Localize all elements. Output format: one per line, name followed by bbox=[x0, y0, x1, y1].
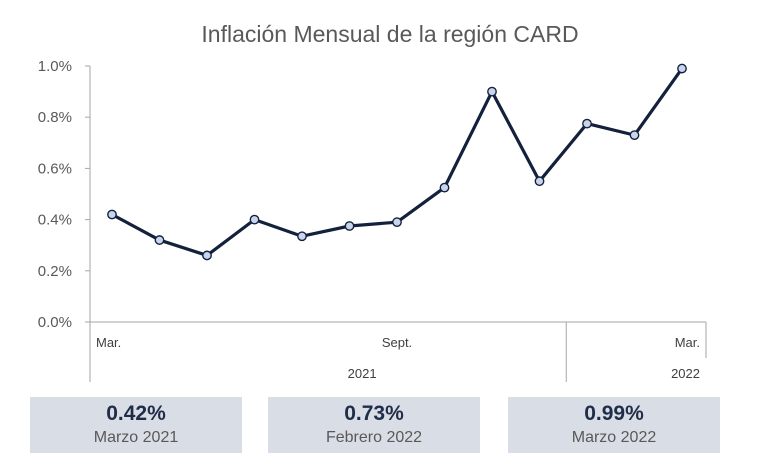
data-point bbox=[582, 118, 592, 129]
line-chart: Inflación Mensual de la región CARD 0.0%… bbox=[38, 21, 707, 382]
card-label: Marzo 2021 bbox=[93, 429, 179, 446]
year-label: 2022 bbox=[671, 366, 700, 381]
data-point bbox=[202, 250, 212, 261]
data-point bbox=[534, 176, 545, 187]
y-axis-ticks: 0.0% 0.2% 0.4% 0.6% 0.8% 1.0% bbox=[38, 58, 90, 331]
card-value: 0.73% bbox=[344, 402, 404, 425]
card-value: 0.42% bbox=[106, 402, 166, 425]
y-tick-label: 0.0% bbox=[38, 314, 72, 331]
chart-title: Inflación Mensual de la región CARD bbox=[201, 21, 578, 47]
summary-card-3: 0.99% Marzo 2022 bbox=[508, 397, 720, 453]
summary-card-2: 0.73% Febrero 2022 bbox=[268, 397, 480, 453]
card-label: Febrero 2022 bbox=[325, 429, 423, 446]
y-tick-label: 1.0% bbox=[38, 58, 72, 75]
data-point bbox=[107, 209, 117, 220]
data-point bbox=[154, 235, 165, 245]
x-axis-ticks: Mar. Sept. Mar. 2021 2022 bbox=[96, 335, 700, 381]
data-point bbox=[487, 86, 497, 97]
series-line bbox=[111, 67, 684, 258]
data-point bbox=[392, 217, 402, 228]
y-tick-label: 0.4% bbox=[38, 212, 72, 229]
x-tick-label: Mar. bbox=[675, 335, 700, 350]
data-point bbox=[297, 231, 307, 242]
data-point bbox=[677, 63, 687, 74]
card-value: 0.99% bbox=[584, 402, 644, 425]
card-label: Marzo 2022 bbox=[571, 429, 657, 446]
data-point bbox=[629, 130, 640, 141]
y-tick-label: 0.2% bbox=[38, 263, 72, 280]
data-point bbox=[249, 214, 260, 225]
y-tick-label: 0.8% bbox=[38, 109, 72, 126]
year-label: 2021 bbox=[348, 366, 377, 381]
data-point bbox=[439, 182, 450, 193]
series-group bbox=[107, 63, 687, 261]
summary-card-1: 0.42% Marzo 2021 bbox=[30, 397, 242, 453]
data-point bbox=[344, 221, 355, 231]
x-tick-label: Mar. bbox=[96, 335, 121, 350]
chart-axes bbox=[89, 66, 707, 382]
x-tick-label: Sept. bbox=[382, 335, 412, 350]
y-tick-label: 0.6% bbox=[38, 160, 72, 177]
